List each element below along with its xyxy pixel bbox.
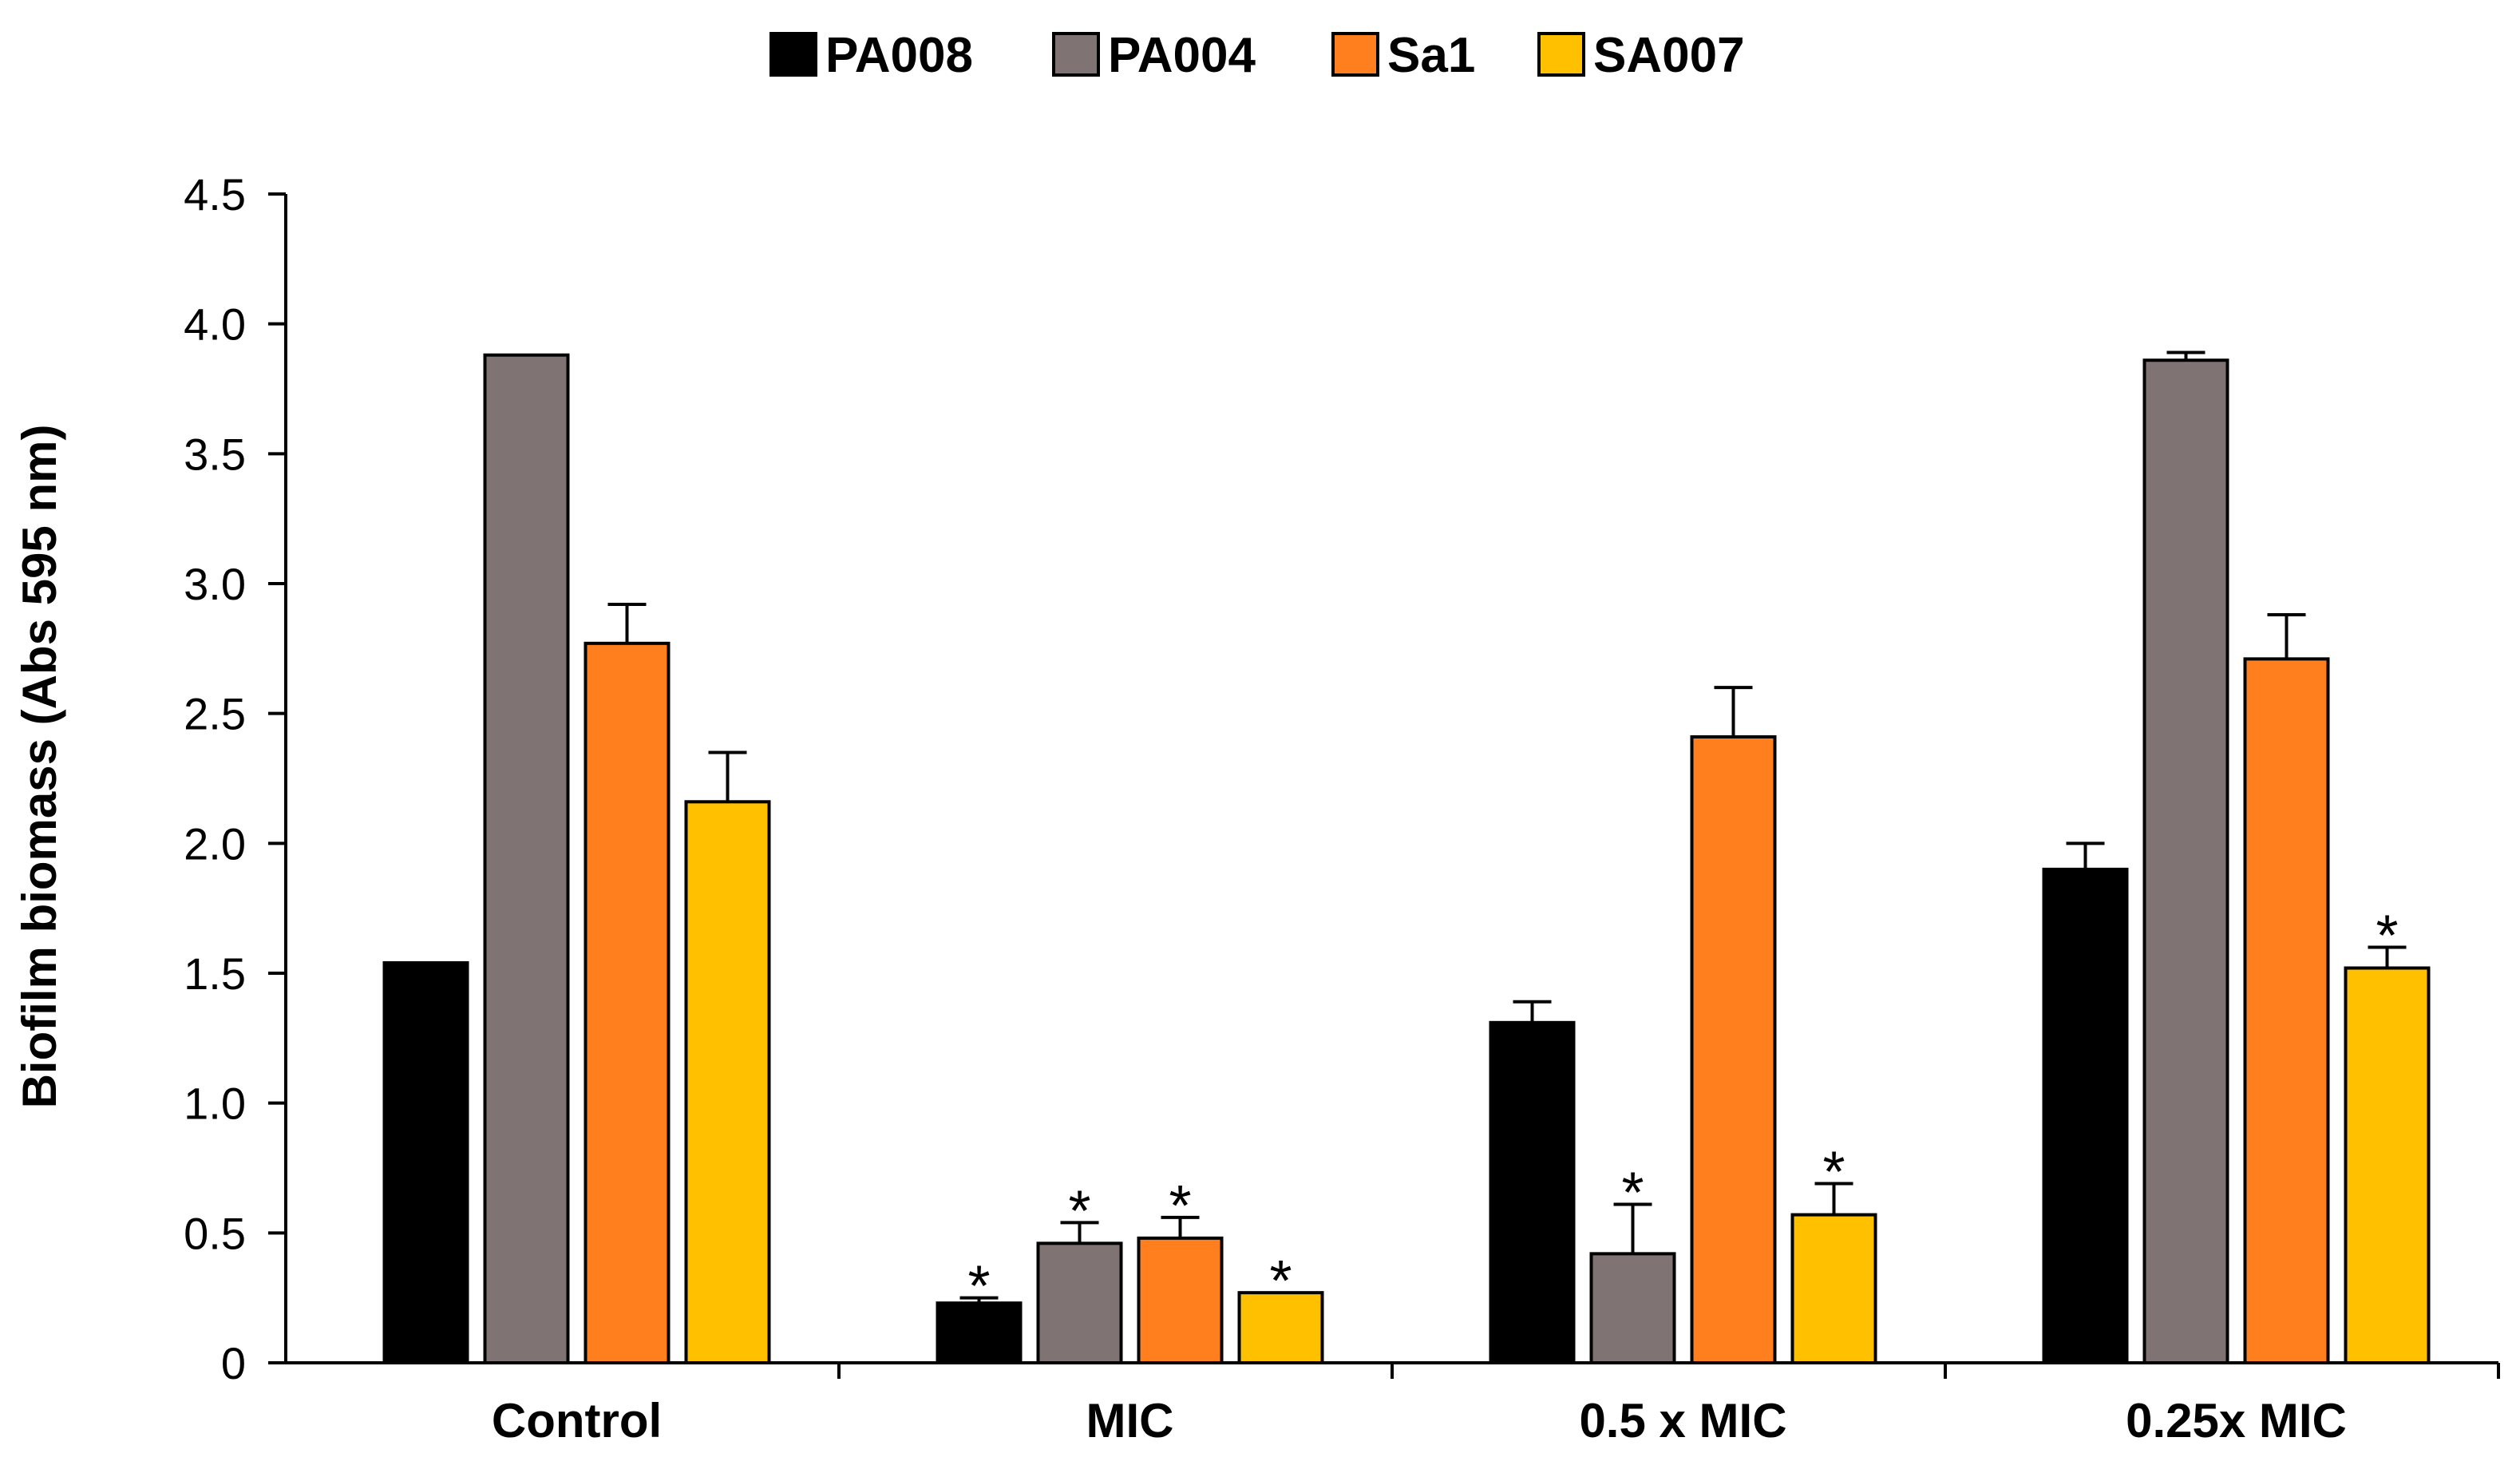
bar-sa1-mic <box>1137 1236 1224 1364</box>
bar-pa008-0-5-x-mic <box>1489 1020 1576 1365</box>
bar-pa004-mic <box>1036 1241 1123 1365</box>
bar-pa008-0-25x-mic <box>2042 867 2129 1365</box>
bar-sa007-0-25x-mic <box>2344 966 2431 1364</box>
y-tick-label: 4.0 <box>184 299 246 350</box>
bar-pa004-control <box>483 353 570 1364</box>
y-tick-label: 1.5 <box>184 948 246 999</box>
y-tick-label: 2.0 <box>184 818 246 869</box>
bar-pa004-0-25x-mic <box>2142 358 2229 1364</box>
bars: * * * * * * * <box>382 350 2431 1365</box>
bar-sa007-control <box>684 800 771 1364</box>
x-category-label: 0.25x MIC <box>2126 1394 2347 1447</box>
y-tick-label: 2.5 <box>184 689 246 739</box>
bar-pa008-control <box>382 960 469 1365</box>
bar-pa004-0-5-x-mic <box>1589 1252 1676 1364</box>
bar-sa007-mic <box>1237 1291 1324 1365</box>
x-category-label: 0.5 x MIC <box>1579 1394 1786 1447</box>
significance-marker: * <box>1269 1249 1292 1313</box>
x-category-label: MIC <box>1086 1394 1174 1447</box>
legend-label-sa007: SA007 <box>1593 28 1745 83</box>
bar-sa1-0-5-x-mic <box>1690 734 1777 1364</box>
significance-marker: * <box>1169 1174 1191 1238</box>
significance-marker: * <box>967 1255 990 1319</box>
x-axis: Control MIC 0.5 x MIC 0.25x MIC <box>286 1361 2500 1447</box>
y-tick-label: 0.5 <box>184 1208 246 1258</box>
legend-label-pa004: PA004 <box>1108 28 1256 83</box>
y-tick-label: 3.0 <box>184 559 246 609</box>
bar-sa007-0-5-x-mic <box>1790 1213 1877 1365</box>
legend-label-pa008: PA008 <box>825 28 973 83</box>
y-tick-label: 0 <box>221 1338 246 1388</box>
y-axis: 0 0.5 1.0 1.5 2.0 2.5 3.0 3.5 4.0 4.5 <box>184 169 287 1388</box>
y-tick-label: 3.5 <box>184 429 246 479</box>
bar-sa1-0-25x-mic <box>2243 657 2330 1364</box>
x-category-label: Control <box>492 1394 662 1447</box>
bar-pa008-mic <box>936 1301 1023 1365</box>
significance-marker: * <box>1068 1179 1090 1243</box>
y-tick-label: 4.5 <box>184 169 246 220</box>
y-axis-label: Biofilm biomass (Abs 595 nm) <box>13 425 66 1109</box>
legend-swatch-pa008 <box>769 32 817 77</box>
legend: PA008 PA004 Sa1 SA007 <box>769 28 1745 83</box>
legend-swatch-sa007 <box>1537 32 1585 77</box>
bar-sa1-control <box>584 641 671 1364</box>
significance-marker: * <box>2376 904 2398 968</box>
significance-marker: * <box>1621 1162 1644 1225</box>
legend-swatch-sa1 <box>1331 32 1379 77</box>
legend-label-sa1: Sa1 <box>1387 28 1475 83</box>
y-tick-label: 1.0 <box>184 1079 246 1129</box>
significance-marker: * <box>1822 1141 1845 1205</box>
legend-swatch-pa004 <box>1052 32 1100 77</box>
